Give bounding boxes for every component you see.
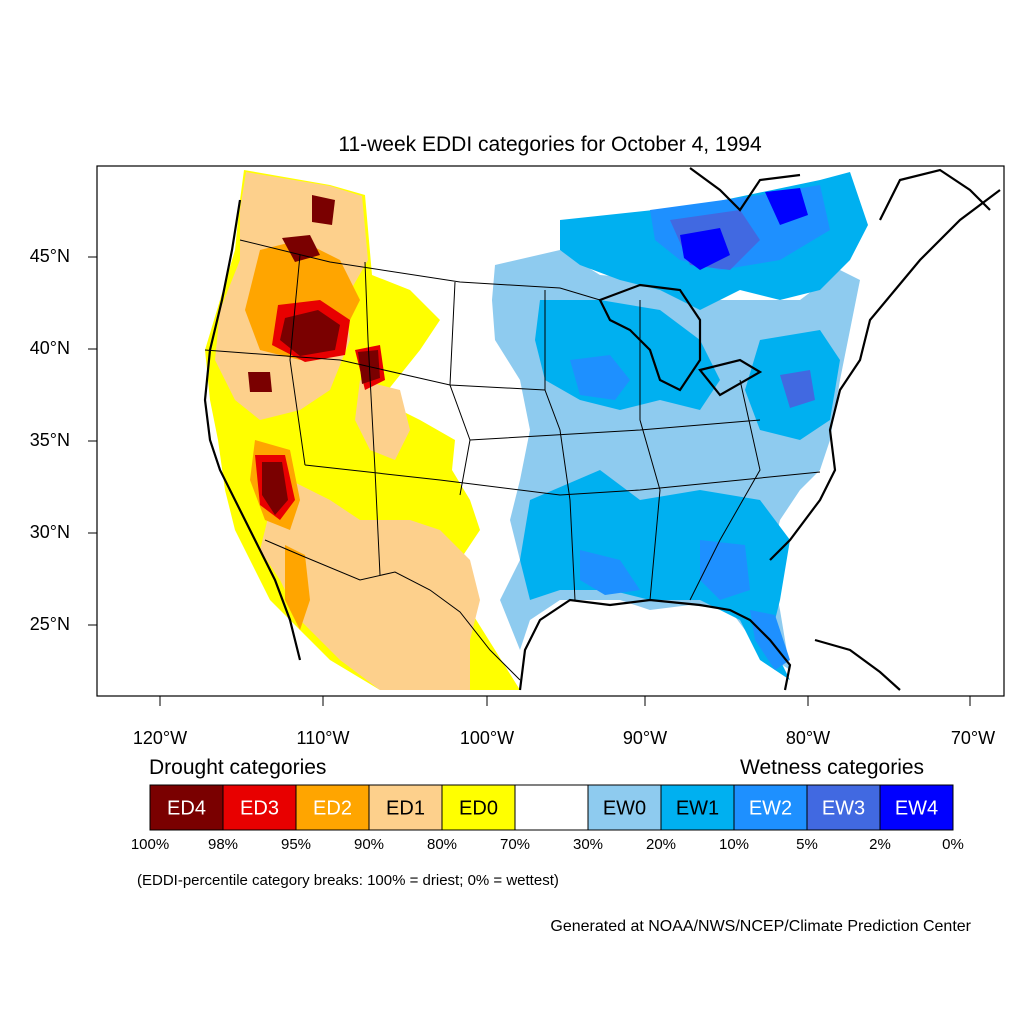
ed4-region-idaho-north xyxy=(312,195,335,225)
state-line-5 xyxy=(544,290,576,601)
legend-label-ed2: ED2 xyxy=(313,798,352,820)
percent-break-label: 100% xyxy=(130,836,170,853)
ew3-region-pennsylvania xyxy=(780,370,815,408)
percent-break-label: 0% xyxy=(942,836,964,853)
lat-label-30: 30°N xyxy=(29,522,70,542)
percent-break-label: 20% xyxy=(645,836,677,853)
legend-label-ed1: ED1 xyxy=(386,798,425,820)
percent-break-label: 95% xyxy=(280,836,312,853)
legend-swatch-ed4 xyxy=(149,784,224,831)
ed1-region-southwest xyxy=(260,480,480,690)
map-fill-layer xyxy=(205,170,868,690)
legend-swatch-ed0 xyxy=(441,784,516,831)
legend-label-ed3: ED3 xyxy=(240,798,279,820)
ed4-region-montana xyxy=(282,235,320,262)
legend-label-ed0: ED0 xyxy=(459,798,498,820)
drought-heading: Drought categories xyxy=(149,756,327,779)
ed4-region-oregon xyxy=(280,310,340,356)
legend-label-ew2: EW2 xyxy=(749,798,792,820)
gulf-coast xyxy=(518,598,792,691)
state-line-6 xyxy=(639,300,661,601)
ed4-region-nevada xyxy=(262,462,288,515)
legend-label-ew3: EW3 xyxy=(822,798,865,820)
credit-line: Generated at NOAA/NWS/NCEP/Climate Predi… xyxy=(550,918,971,935)
us-mexico-border xyxy=(264,539,521,681)
lat-label-35: 35°N xyxy=(29,430,70,450)
percent-break-label: 70% xyxy=(499,836,531,853)
percent-break-label: 98% xyxy=(207,836,239,853)
lon-label-80: 80°W xyxy=(785,728,831,748)
lon-label-100: 100°W xyxy=(459,728,515,748)
lat-label-45: 45°N xyxy=(29,246,70,266)
east-coast xyxy=(769,189,1001,561)
lon-label-120: 120°W xyxy=(132,728,188,748)
lake-erie xyxy=(698,358,763,397)
state-line-1 xyxy=(204,349,546,391)
percent-break-label: 90% xyxy=(353,836,385,853)
coastlines xyxy=(203,167,1001,691)
ew4-region-canada-west xyxy=(680,228,730,270)
state-line-9 xyxy=(469,419,761,441)
legend-swatch-ew4 xyxy=(879,784,954,831)
state-line-7 xyxy=(689,379,761,601)
percent-break-label: 30% xyxy=(572,836,604,853)
percent-break-label: 5% xyxy=(796,836,818,853)
lat-label-25: 25°N xyxy=(29,614,70,634)
lon-label-70: 70°W xyxy=(950,728,996,748)
axis-ticks xyxy=(88,256,971,706)
map-title: 11-week EDDI categories for October 4, 1… xyxy=(338,133,762,156)
state-line-4 xyxy=(364,261,381,576)
state-line-2 xyxy=(304,464,821,496)
percent-break-label: 10% xyxy=(718,836,750,853)
ew4-region-canada-east xyxy=(765,188,808,225)
ed4-region-california xyxy=(248,372,272,392)
legend-swatch-ed1 xyxy=(368,784,443,831)
category-note: (EDDI-percentile category breaks: 100% =… xyxy=(137,872,559,889)
us-canada-border xyxy=(239,239,601,301)
cuba-outline xyxy=(814,638,901,691)
percent-break-label: 80% xyxy=(426,836,458,853)
legend-colorbar: ED4 ED3 ED2 ED1 ED0 EW0 EW1 EW2 EW3 EW4 xyxy=(149,784,954,831)
ed1-region-utah xyxy=(355,380,410,460)
legend-label-ew1: EW1 xyxy=(676,798,719,820)
legend-label-ew0: EW0 xyxy=(603,798,646,820)
wetness-heading: Wetness categories xyxy=(740,756,925,779)
ed2-region-baja xyxy=(285,545,310,630)
percent-break-label: 2% xyxy=(869,836,891,853)
state-line-8 xyxy=(289,254,306,466)
legend-label-ew4: EW4 xyxy=(895,798,938,820)
lat-label-40: 40°N xyxy=(29,338,70,358)
legend-swatch-ew0 xyxy=(587,784,662,831)
legend-swatch-ed2 xyxy=(295,784,370,831)
west-coast xyxy=(203,199,302,661)
great-lakes xyxy=(598,283,702,392)
labrador-coast xyxy=(879,168,991,221)
legend-swatch-neutral xyxy=(514,784,589,831)
map-frame xyxy=(96,165,1005,697)
state-line-3 xyxy=(449,281,471,496)
boundary-lines xyxy=(204,239,821,681)
ew1-region-southeast xyxy=(520,470,790,680)
legend-label-ed4: ED4 xyxy=(167,798,206,820)
ew2-region-lakes xyxy=(570,355,630,400)
lon-label-90: 90°W xyxy=(622,728,668,748)
legend-swatch-ew3 xyxy=(806,784,881,831)
ew2-region-gulf xyxy=(580,550,640,595)
hudson-bay-coast xyxy=(689,167,801,212)
legend-swatch-ew1 xyxy=(660,784,735,831)
lon-label-110: 110°W xyxy=(296,728,350,748)
